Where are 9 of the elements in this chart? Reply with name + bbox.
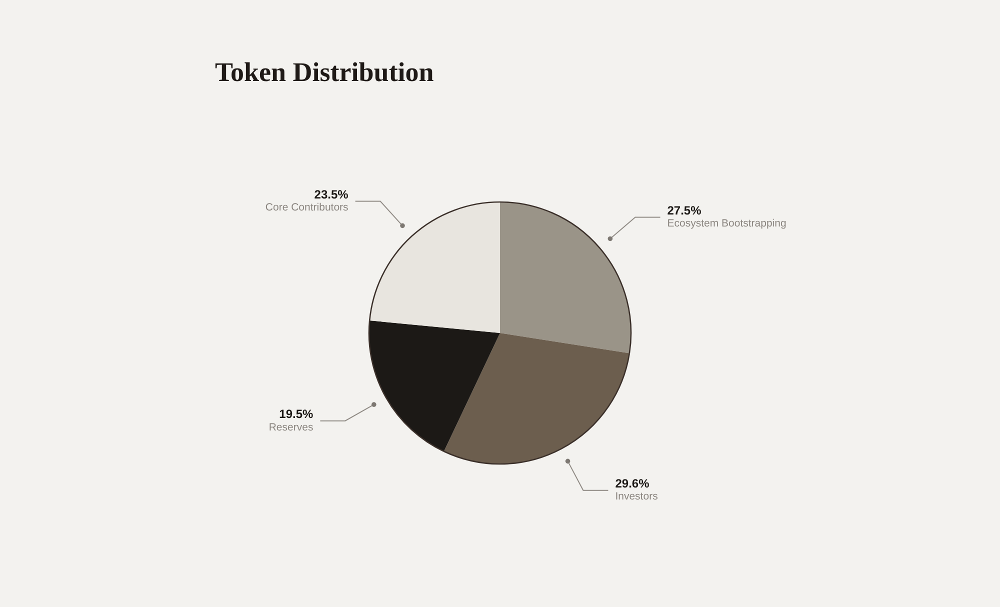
slice-label: Ecosystem Bootstrapping <box>667 218 786 230</box>
data-label: 29.6% <box>615 476 650 491</box>
data-label: 19.5% <box>279 407 314 422</box>
slice-label: Investors <box>615 490 658 503</box>
chart-title: Token Distribution <box>215 56 434 88</box>
slice-label: Reserves <box>268 421 314 434</box>
data-label: 23.5% <box>314 188 349 202</box>
slice-label: Core Contributors <box>265 202 348 214</box>
data-label: 27.5% <box>667 204 702 218</box>
